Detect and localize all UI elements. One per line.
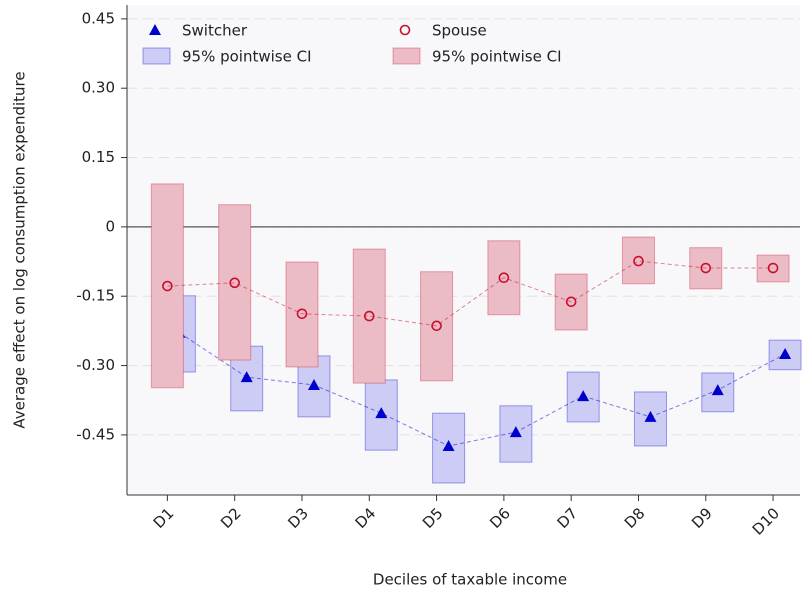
x-axis-label: Deciles of taxable income (373, 571, 567, 589)
y-tick-label: 0 (105, 217, 115, 235)
ci-box (768, 339, 802, 371)
point (711, 384, 724, 396)
ci-box (218, 204, 252, 361)
ci-box (621, 236, 655, 285)
legend-label: 95% pointwise CI (432, 48, 562, 66)
x-tick-label: D9 (688, 504, 716, 532)
point (240, 371, 253, 383)
ci-box (432, 412, 466, 484)
point (442, 440, 455, 451)
point (644, 410, 657, 422)
point (633, 255, 644, 267)
point (779, 348, 792, 360)
point (296, 308, 308, 320)
y-tick-label: -0.45 (76, 425, 115, 443)
y-tick-label: 0.30 (82, 79, 115, 97)
x-tick-label: D5 (419, 504, 447, 532)
y-tick-label: -0.30 (76, 356, 115, 374)
x-tick-label: D6 (486, 504, 514, 532)
x-tick-label: D4 (352, 504, 380, 532)
point (162, 280, 173, 292)
point (509, 426, 522, 438)
legend-marker (399, 24, 411, 36)
point (363, 310, 375, 322)
point (700, 262, 712, 274)
x-tick-label: D8 (621, 504, 649, 532)
series (150, 183, 790, 389)
point (229, 277, 240, 289)
x-tick-label: D2 (217, 504, 245, 532)
legend-label: Switcher (182, 22, 248, 40)
y-axis-label: Average effect on log consumption expend… (11, 71, 29, 428)
point (431, 320, 442, 332)
point (565, 296, 577, 308)
legend-swatch (142, 47, 171, 65)
ci-box (285, 261, 319, 368)
y-tick-label: 0.45 (82, 9, 115, 27)
point (577, 390, 590, 402)
series-line (167, 260, 774, 327)
point (307, 378, 320, 390)
y-tick-label: 0.15 (82, 148, 115, 166)
point (767, 262, 779, 274)
x-tick-label: D1 (150, 504, 178, 532)
legend-swatch (392, 47, 421, 65)
legend-label: Spouse (432, 22, 487, 40)
legend-marker (149, 24, 161, 35)
point (498, 272, 510, 284)
x-tick-label: D3 (284, 504, 312, 532)
legend-label: 95% pointwise CI (182, 48, 312, 66)
x-tick-label: D7 (554, 504, 582, 532)
y-tick-label: -0.15 (76, 287, 115, 305)
series-line (179, 332, 786, 447)
point (375, 407, 388, 419)
x-tick-label: D10 (749, 504, 783, 538)
